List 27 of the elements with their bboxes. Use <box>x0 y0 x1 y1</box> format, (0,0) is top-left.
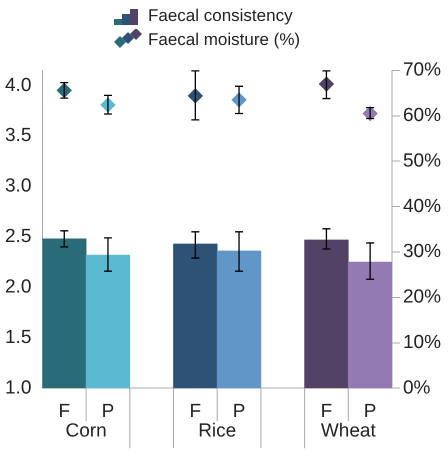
x-tick-label: F <box>320 400 332 422</box>
x-tick-label: F <box>190 400 202 422</box>
legend-label: Faecal moisture (%) <box>148 30 300 50</box>
x-tick-label: P <box>232 400 246 422</box>
y-tick-label: 4.0 <box>4 74 32 96</box>
text: Wheat <box>320 420 376 442</box>
x-tick-label: F <box>58 400 70 422</box>
x-tick-label: P <box>364 400 376 422</box>
y2-tick-label: 10% <box>402 332 442 354</box>
legend-label: Faecal consistency <box>148 6 293 26</box>
text: Rice <box>198 420 236 442</box>
y-tick-label: 1.5 <box>4 326 32 348</box>
y2-tick-label: 0% <box>402 377 431 398</box>
y2-tick-label: 30% <box>402 241 442 262</box>
y-tick-label: 3.0 <box>4 176 32 197</box>
y-tick-label: 2.0 <box>4 276 32 298</box>
y-tick-label: 1.0 <box>4 377 32 398</box>
point <box>362 106 378 122</box>
y-tick-label: 3.5 <box>4 125 32 146</box>
y2-tick-label: 20% <box>402 286 442 308</box>
y-tick-label: 2.5 <box>4 226 32 248</box>
text: Corn <box>66 420 107 442</box>
y2-tick-label: 50% <box>402 150 442 172</box>
y2-tick-label: 70% <box>402 60 442 81</box>
x-tick-label: P <box>102 400 114 422</box>
y2-tick-label: 60% <box>402 105 442 126</box>
y2-tick-label: 40% <box>402 196 442 217</box>
